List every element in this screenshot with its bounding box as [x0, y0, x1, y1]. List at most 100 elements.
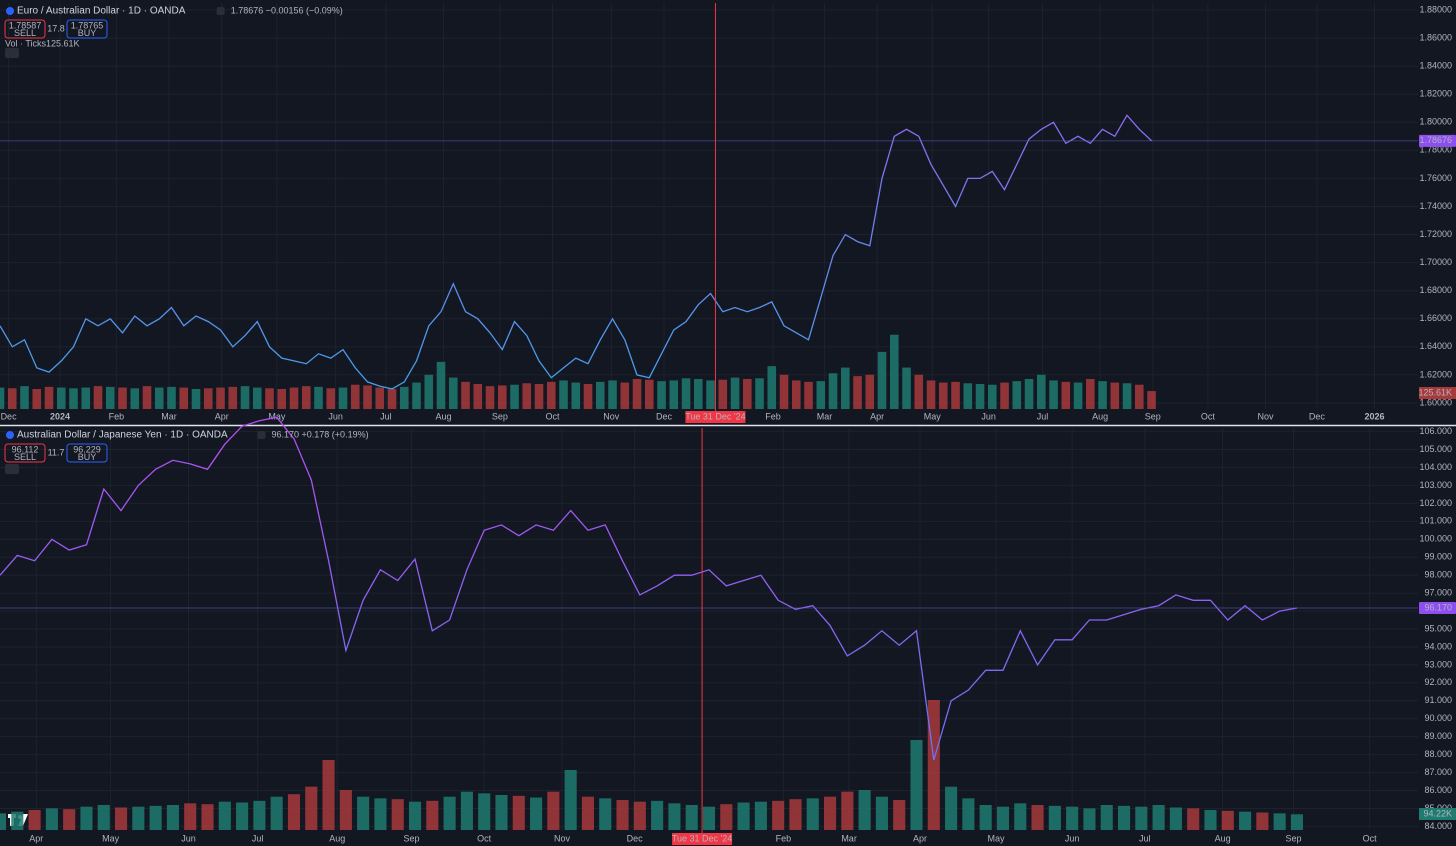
symbol-title[interactable]: Australian Dollar / Japanese Yen · 1D · …	[17, 430, 228, 441]
volume-bar	[914, 374, 924, 409]
buy-label: BUY	[78, 452, 97, 462]
volume-bar	[1239, 811, 1252, 830]
x-tick-label: Oct	[545, 411, 560, 421]
y-tick-label: 95.000	[1424, 623, 1452, 633]
crosshair-label: Tue 31 Dec '24	[672, 833, 732, 843]
x-tick-label: 2026	[1364, 411, 1384, 421]
volume-bar	[350, 384, 360, 409]
volume-bar	[657, 381, 666, 409]
volume-bar	[81, 387, 91, 409]
volume-bar	[702, 806, 716, 830]
buy-label: BUY	[78, 28, 97, 38]
volume-bar	[478, 793, 491, 830]
volume-bar	[1098, 381, 1107, 409]
x-tick-label: Sep	[404, 833, 420, 843]
volume-bar	[1066, 806, 1079, 830]
volume-bar	[374, 798, 387, 830]
volume-bar	[339, 790, 352, 830]
symbol-title[interactable]: Euro / Australian Dollar · 1D · OANDA	[17, 6, 186, 17]
y-tick-label: 99.000	[1424, 552, 1452, 562]
x-tick-label: Oct	[1201, 411, 1216, 421]
volume-bar	[473, 384, 483, 409]
x-tick-label: Apr	[29, 833, 43, 843]
volume-bar	[975, 384, 985, 409]
volume-bar	[564, 770, 577, 830]
volume-bar	[840, 367, 850, 409]
volume-bar	[495, 795, 508, 830]
collapse-button[interactable]	[5, 48, 19, 58]
x-tick-label: Sep	[1285, 833, 1301, 843]
buy-button[interactable]	[66, 443, 108, 463]
volume-bar	[1037, 374, 1046, 409]
volume-bar	[322, 760, 335, 830]
volume-bar	[512, 795, 525, 830]
volume-bar	[399, 386, 409, 409]
volume-bar	[1014, 803, 1027, 830]
volume-bar	[875, 796, 888, 830]
sell-button[interactable]	[4, 443, 46, 463]
menu-button[interactable]	[216, 7, 225, 15]
volume-bar	[1083, 808, 1096, 830]
volume-bar	[910, 740, 923, 830]
y-tick-label: 1.78000	[1419, 145, 1452, 155]
volume-bar	[1024, 379, 1034, 409]
volume-bar	[1256, 812, 1269, 830]
volume-bar	[755, 378, 764, 409]
volume-bar	[497, 385, 507, 409]
collapse-button[interactable]	[5, 464, 19, 474]
x-tick-label: Aug	[1215, 833, 1231, 843]
volume-bar	[581, 796, 595, 830]
volume-bar	[1110, 382, 1120, 409]
y-tick-label: 94.000	[1424, 641, 1452, 651]
y-tick-label: 1.88000	[1419, 4, 1452, 14]
volume-bar	[1061, 381, 1071, 409]
volume-bar	[1221, 810, 1234, 830]
y-tick-label: 87.000	[1424, 767, 1452, 777]
volume-bar	[154, 387, 164, 409]
x-tick-label: Jul	[1139, 833, 1151, 843]
sell-button[interactable]	[4, 19, 46, 39]
y-tick-label: 1.68000	[1419, 285, 1452, 295]
volume-bar	[853, 376, 862, 409]
volume-bar	[252, 387, 262, 409]
volume-bar	[945, 786, 958, 830]
x-tick-label: Mar	[161, 411, 177, 421]
y-tick-label: 97.000	[1424, 587, 1452, 597]
volume-bar	[742, 379, 752, 409]
volume-bar	[1122, 383, 1132, 409]
volume-bar	[1100, 805, 1113, 830]
volume-bar	[858, 790, 871, 830]
volume-tag	[1419, 808, 1456, 820]
volume-tag-label: 94.22K	[1423, 808, 1452, 818]
volume-bar	[583, 384, 593, 409]
x-tick-label: May	[102, 833, 120, 843]
volume-bar	[93, 386, 103, 409]
volume-bar	[1000, 382, 1009, 409]
volume-bar	[305, 786, 318, 830]
volume-bar	[20, 386, 29, 409]
volume-bar	[534, 384, 544, 409]
volume-bar	[754, 801, 767, 830]
volume-bar	[865, 374, 875, 409]
volume-bar	[1152, 805, 1165, 830]
x-tick-label: Dec	[1, 411, 18, 421]
volume-bar	[1048, 805, 1061, 830]
y-tick-label: 1.74000	[1419, 201, 1452, 211]
x-tick-label: Nov	[554, 833, 571, 843]
volume-bar	[893, 800, 906, 830]
x-tick-label: Aug	[1092, 411, 1108, 421]
volume-bar	[510, 384, 519, 409]
x-tick-label: Nov	[603, 411, 620, 421]
volume-bar	[448, 377, 458, 409]
volume-bar	[902, 367, 911, 409]
menu-button[interactable]	[257, 431, 266, 439]
volume-bar	[1086, 379, 1095, 409]
volume-bar	[963, 383, 973, 409]
y-tick-label: 93.000	[1424, 659, 1452, 669]
volume-bar	[130, 388, 140, 409]
volume-bar	[816, 381, 826, 409]
buy-button[interactable]	[66, 19, 108, 39]
volume-bar	[97, 805, 110, 830]
volume-bar	[1290, 814, 1304, 830]
x-tick-label: Feb	[776, 833, 792, 843]
